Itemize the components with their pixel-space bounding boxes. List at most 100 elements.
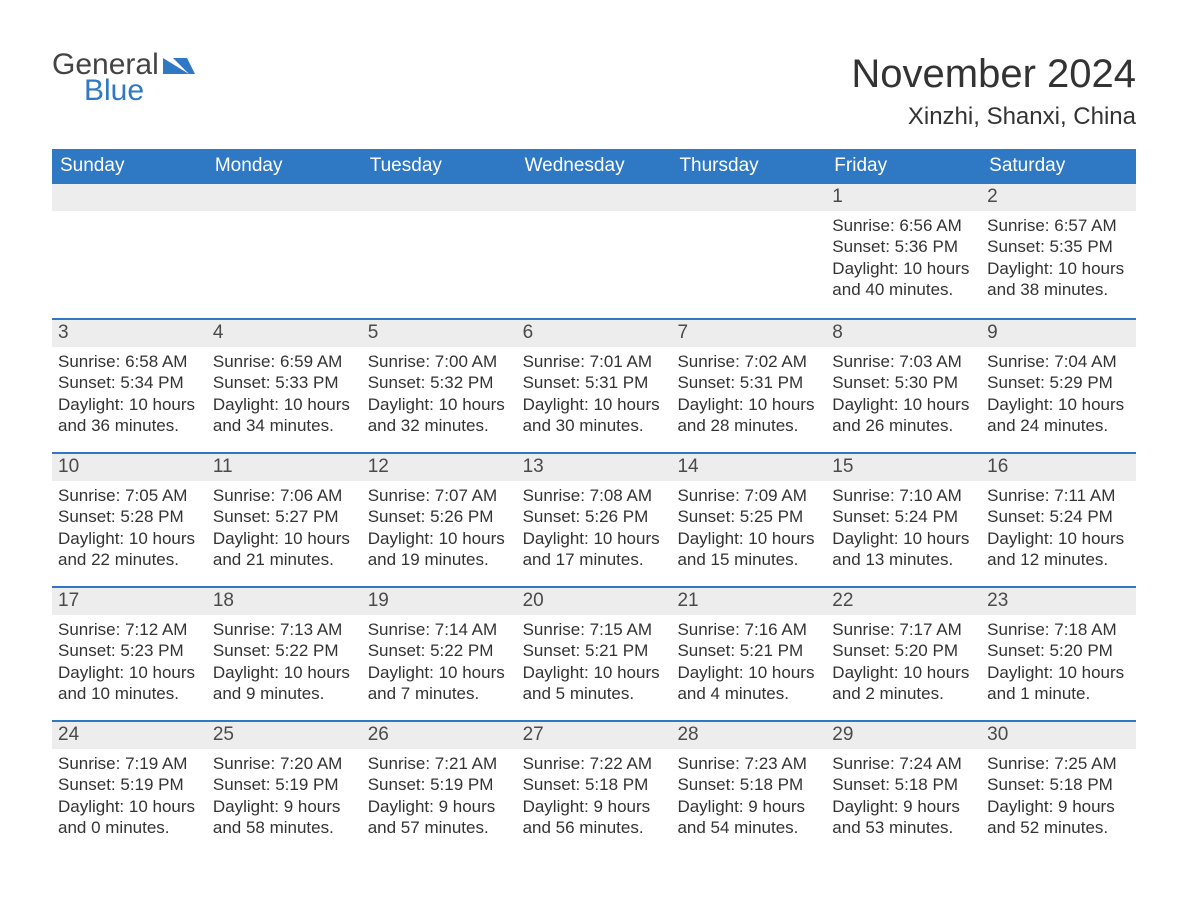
sunrise-line: Sunrise: 7:24 AM xyxy=(832,753,975,774)
sunrise-line: Sunrise: 7:14 AM xyxy=(368,619,511,640)
daylight-line: Daylight: 10 hours and 0 minutes. xyxy=(58,796,201,839)
day-number: 4 xyxy=(207,320,362,347)
sunset-line: Sunset: 5:26 PM xyxy=(368,506,511,527)
day-number xyxy=(52,184,207,211)
weeks-container: 1Sunrise: 6:56 AMSunset: 5:36 PMDaylight… xyxy=(52,184,1136,854)
sunset-line: Sunset: 5:18 PM xyxy=(677,774,820,795)
sunset-line: Sunset: 5:33 PM xyxy=(213,372,356,393)
sunset-line: Sunset: 5:36 PM xyxy=(832,236,975,257)
daylight-line: Daylight: 10 hours and 30 minutes. xyxy=(523,394,666,437)
day-cell xyxy=(671,184,826,318)
sunrise-line: Sunrise: 7:04 AM xyxy=(987,351,1130,372)
day-cell: 2Sunrise: 6:57 AMSunset: 5:35 PMDaylight… xyxy=(981,184,1136,318)
day-body: Sunrise: 7:16 AMSunset: 5:21 PMDaylight:… xyxy=(671,615,826,712)
sunrise-line: Sunrise: 7:01 AM xyxy=(523,351,666,372)
daylight-line: Daylight: 10 hours and 24 minutes. xyxy=(987,394,1130,437)
sunrise-line: Sunrise: 7:09 AM xyxy=(677,485,820,506)
sunrise-line: Sunrise: 7:03 AM xyxy=(832,351,975,372)
day-body: Sunrise: 6:58 AMSunset: 5:34 PMDaylight:… xyxy=(52,347,207,444)
sunset-line: Sunset: 5:31 PM xyxy=(677,372,820,393)
sunset-line: Sunset: 5:32 PM xyxy=(368,372,511,393)
sunset-line: Sunset: 5:19 PM xyxy=(213,774,356,795)
day-body: Sunrise: 7:03 AMSunset: 5:30 PMDaylight:… xyxy=(826,347,981,444)
sunset-line: Sunset: 5:18 PM xyxy=(523,774,666,795)
sunset-line: Sunset: 5:22 PM xyxy=(213,640,356,661)
day-body: Sunrise: 7:18 AMSunset: 5:20 PMDaylight:… xyxy=(981,615,1136,712)
daylight-line: Daylight: 9 hours and 52 minutes. xyxy=(987,796,1130,839)
day-body: Sunrise: 6:56 AMSunset: 5:36 PMDaylight:… xyxy=(826,211,981,308)
day-number xyxy=(517,184,672,211)
day-cell: 24Sunrise: 7:19 AMSunset: 5:19 PMDayligh… xyxy=(52,722,207,854)
daylight-line: Daylight: 10 hours and 17 minutes. xyxy=(523,528,666,571)
week-row: 3Sunrise: 6:58 AMSunset: 5:34 PMDaylight… xyxy=(52,318,1136,452)
day-body: Sunrise: 7:17 AMSunset: 5:20 PMDaylight:… xyxy=(826,615,981,712)
day-body: Sunrise: 7:12 AMSunset: 5:23 PMDaylight:… xyxy=(52,615,207,712)
sunrise-line: Sunrise: 6:57 AM xyxy=(987,215,1130,236)
day-body: Sunrise: 7:25 AMSunset: 5:18 PMDaylight:… xyxy=(981,749,1136,846)
day-cell: 30Sunrise: 7:25 AMSunset: 5:18 PMDayligh… xyxy=(981,722,1136,854)
day-body: Sunrise: 7:22 AMSunset: 5:18 PMDaylight:… xyxy=(517,749,672,846)
sunrise-line: Sunrise: 6:56 AM xyxy=(832,215,975,236)
sunrise-line: Sunrise: 6:58 AM xyxy=(58,351,201,372)
day-cell: 1Sunrise: 6:56 AMSunset: 5:36 PMDaylight… xyxy=(826,184,981,318)
sunrise-line: Sunrise: 7:07 AM xyxy=(368,485,511,506)
week-row: 17Sunrise: 7:12 AMSunset: 5:23 PMDayligh… xyxy=(52,586,1136,720)
day-number: 9 xyxy=(981,320,1136,347)
day-cell: 25Sunrise: 7:20 AMSunset: 5:19 PMDayligh… xyxy=(207,722,362,854)
day-number: 10 xyxy=(52,454,207,481)
day-number: 28 xyxy=(671,722,826,749)
day-cell: 5Sunrise: 7:00 AMSunset: 5:32 PMDaylight… xyxy=(362,320,517,452)
brand-logo: General Blue xyxy=(52,50,197,106)
sunrise-line: Sunrise: 7:00 AM xyxy=(368,351,511,372)
day-number: 2 xyxy=(981,184,1136,211)
week-row: 24Sunrise: 7:19 AMSunset: 5:19 PMDayligh… xyxy=(52,720,1136,854)
day-number: 30 xyxy=(981,722,1136,749)
sunset-line: Sunset: 5:27 PM xyxy=(213,506,356,527)
day-number: 8 xyxy=(826,320,981,347)
day-body: Sunrise: 7:20 AMSunset: 5:19 PMDaylight:… xyxy=(207,749,362,846)
sunset-line: Sunset: 5:28 PM xyxy=(58,506,201,527)
sunset-line: Sunset: 5:29 PM xyxy=(987,372,1130,393)
day-number: 21 xyxy=(671,588,826,615)
day-cell xyxy=(52,184,207,318)
day-body: Sunrise: 7:11 AMSunset: 5:24 PMDaylight:… xyxy=(981,481,1136,578)
daylight-line: Daylight: 10 hours and 7 minutes. xyxy=(368,662,511,705)
sunrise-line: Sunrise: 6:59 AM xyxy=(213,351,356,372)
day-body: Sunrise: 7:10 AMSunset: 5:24 PMDaylight:… xyxy=(826,481,981,578)
day-cell: 6Sunrise: 7:01 AMSunset: 5:31 PMDaylight… xyxy=(517,320,672,452)
day-body: Sunrise: 7:01 AMSunset: 5:31 PMDaylight:… xyxy=(517,347,672,444)
brand-blue: Blue xyxy=(84,76,197,106)
day-body: Sunrise: 7:04 AMSunset: 5:29 PMDaylight:… xyxy=(981,347,1136,444)
day-cell: 15Sunrise: 7:10 AMSunset: 5:24 PMDayligh… xyxy=(826,454,981,586)
day-number: 20 xyxy=(517,588,672,615)
weekday-header-row: SundayMondayTuesdayWednesdayThursdayFrid… xyxy=(52,149,1136,184)
day-number: 22 xyxy=(826,588,981,615)
day-number xyxy=(671,184,826,211)
day-body: Sunrise: 7:05 AMSunset: 5:28 PMDaylight:… xyxy=(52,481,207,578)
sunrise-line: Sunrise: 7:20 AM xyxy=(213,753,356,774)
daylight-line: Daylight: 10 hours and 1 minute. xyxy=(987,662,1130,705)
daylight-line: Daylight: 10 hours and 10 minutes. xyxy=(58,662,201,705)
day-cell: 22Sunrise: 7:17 AMSunset: 5:20 PMDayligh… xyxy=(826,588,981,720)
day-body xyxy=(671,211,826,291)
day-number: 17 xyxy=(52,588,207,615)
month-title: November 2024 xyxy=(851,52,1136,97)
day-cell xyxy=(207,184,362,318)
brand-mark-icon xyxy=(163,52,197,74)
day-cell: 28Sunrise: 7:23 AMSunset: 5:18 PMDayligh… xyxy=(671,722,826,854)
day-cell xyxy=(517,184,672,318)
daylight-line: Daylight: 10 hours and 5 minutes. xyxy=(523,662,666,705)
daylight-line: Daylight: 9 hours and 57 minutes. xyxy=(368,796,511,839)
daylight-line: Daylight: 9 hours and 54 minutes. xyxy=(677,796,820,839)
day-number: 15 xyxy=(826,454,981,481)
day-cell: 18Sunrise: 7:13 AMSunset: 5:22 PMDayligh… xyxy=(207,588,362,720)
sunrise-line: Sunrise: 7:15 AM xyxy=(523,619,666,640)
weekday-friday: Friday xyxy=(826,149,981,184)
day-cell: 3Sunrise: 6:58 AMSunset: 5:34 PMDaylight… xyxy=(52,320,207,452)
sunset-line: Sunset: 5:20 PM xyxy=(832,640,975,661)
day-cell: 16Sunrise: 7:11 AMSunset: 5:24 PMDayligh… xyxy=(981,454,1136,586)
day-body xyxy=(362,211,517,291)
day-body: Sunrise: 7:13 AMSunset: 5:22 PMDaylight:… xyxy=(207,615,362,712)
sunset-line: Sunset: 5:24 PM xyxy=(987,506,1130,527)
daylight-line: Daylight: 9 hours and 53 minutes. xyxy=(832,796,975,839)
